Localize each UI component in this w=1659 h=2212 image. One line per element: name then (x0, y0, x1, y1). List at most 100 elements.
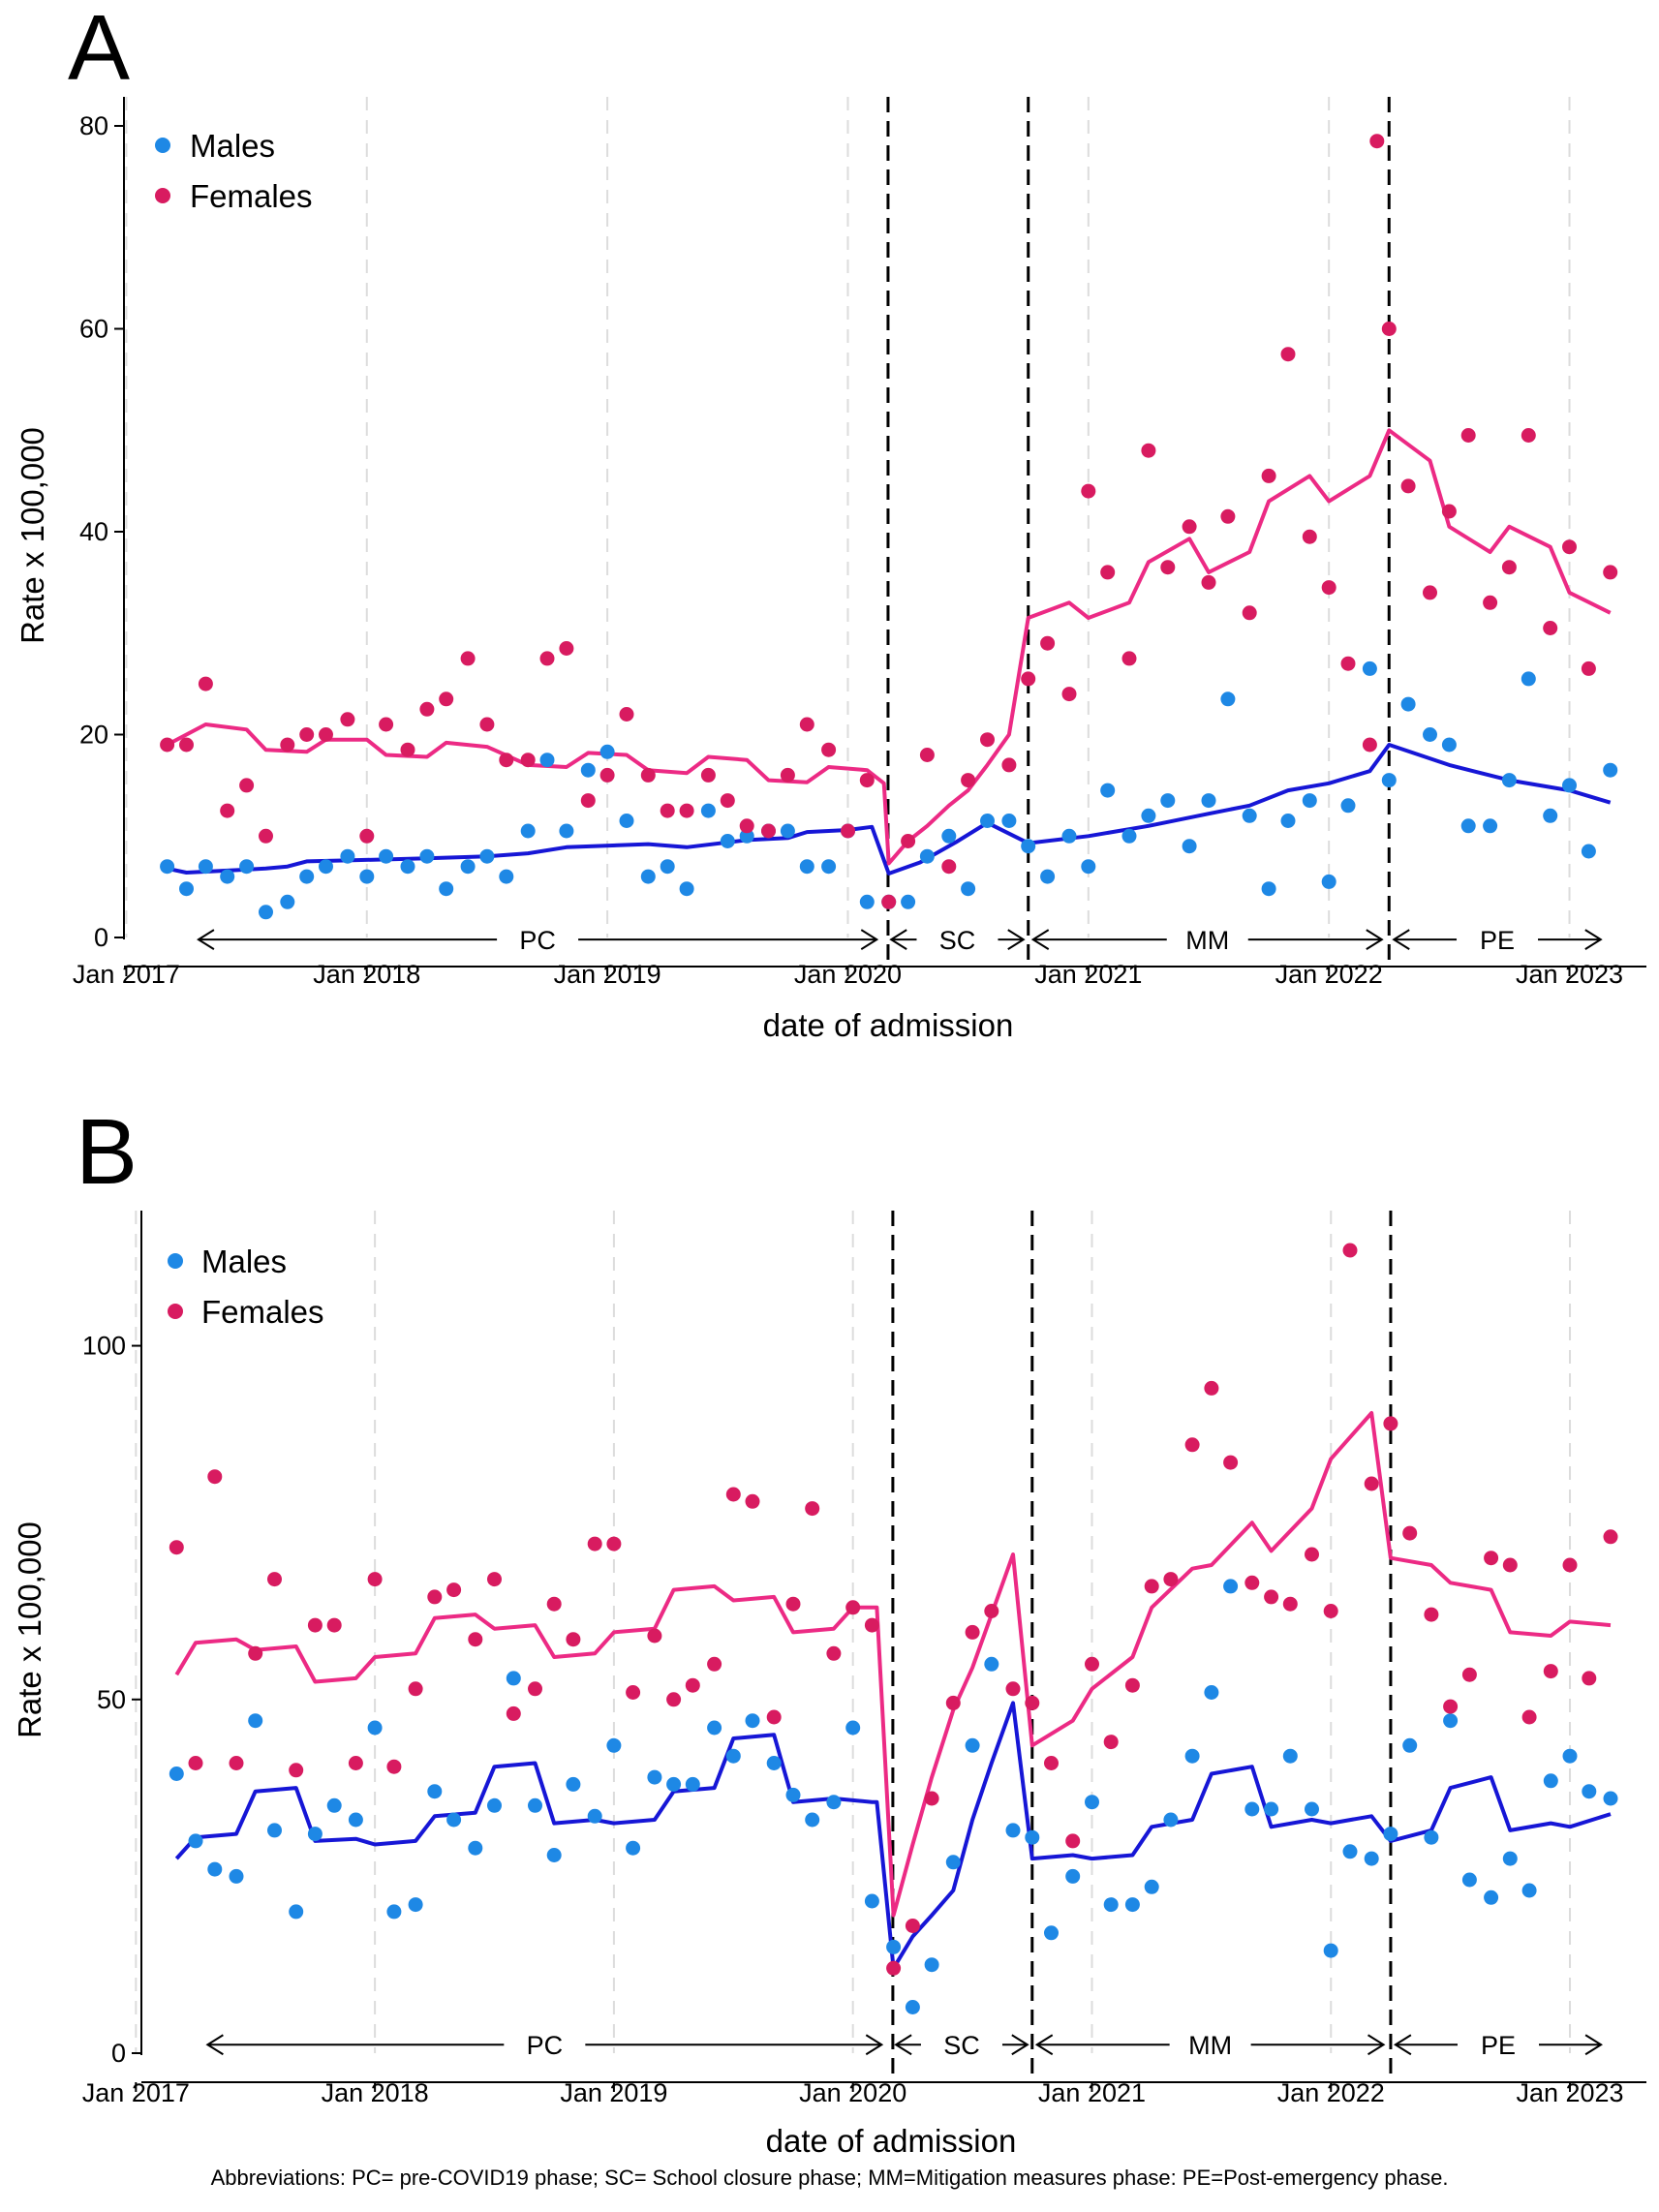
panel-a-males-point-21 (580, 762, 596, 778)
panel-a-x-tick-label-4: Jan 2021 (1034, 960, 1142, 989)
panel-b-females-point-58 (1323, 1604, 1338, 1618)
panel-a-males-point-28 (720, 834, 735, 848)
panel-b-females-point-65 (1461, 1667, 1477, 1682)
panel-a-males-point-42 (1001, 814, 1017, 828)
panel-b-x-tick-label-5: Jan 2022 (1277, 2078, 1385, 2107)
panel-b-males-point-31 (785, 1787, 801, 1802)
panel-a-females-point-55 (1261, 468, 1276, 483)
panel-b-females-point-61 (1383, 1416, 1398, 1431)
panel-a-x-tick-label-2: Jan 2019 (554, 960, 661, 989)
panel-b-males-point-25 (666, 1776, 682, 1792)
panel-a-males-point-64 (1441, 737, 1457, 753)
panel-b-males-point-67 (1502, 1851, 1518, 1866)
panel-a-males-point-59 (1340, 798, 1356, 814)
panel-b-females-point-54 (1244, 1575, 1260, 1590)
panel-b-females-point-12 (408, 1681, 423, 1697)
panel-a-females-point-67 (1483, 595, 1498, 610)
panel-b-males-point-64 (1443, 1713, 1459, 1729)
panel-b-females-point-31 (785, 1596, 801, 1612)
panel-a-males-point-26 (679, 881, 694, 897)
panel-a-females-point-5 (259, 828, 273, 844)
panel-a-females-point-53 (1220, 508, 1236, 524)
panel-a-males-point-58 (1321, 874, 1336, 889)
panel-b-females-point-11 (386, 1759, 402, 1774)
panel-a-y-tick-label-1: 20 (79, 721, 108, 750)
panel-a-males-point-39 (941, 828, 957, 844)
panel-a-females-point-23 (619, 707, 634, 722)
panel-a-females-point-35 (859, 773, 875, 788)
panel-b-females-point-5 (267, 1572, 282, 1587)
panel-b-males-point-50 (1163, 1812, 1179, 1828)
panel-b-females-point-50 (1163, 1572, 1179, 1587)
panel-a-males-point-3 (220, 869, 235, 884)
panel-a-females-point-50 (1160, 560, 1176, 575)
panel-b-females-point-13 (427, 1589, 443, 1605)
panel-a-phase-label-sc: SC (939, 926, 976, 955)
panel-a-females-point-25 (660, 803, 675, 818)
panel-a-males-point-40 (961, 881, 976, 897)
panel-a-females-point-65 (1441, 504, 1457, 519)
panel-b-females-point-25 (666, 1692, 682, 1707)
panel-b-legend-males-marker (168, 1253, 183, 1269)
panel-a-males-point-67 (1501, 773, 1517, 788)
panel-a-legend-males-label: Males (190, 128, 275, 164)
panel-a-females-point-63 (1400, 478, 1416, 494)
panel-b-x-tick-label-2: Jan 2019 (560, 2078, 667, 2107)
panel-a-males-point-15 (460, 859, 476, 875)
panel-a-females-point-70 (1543, 621, 1558, 635)
panel-b-females-point-1 (188, 1756, 203, 1770)
panel-a-males-point-37 (901, 894, 916, 909)
panel-b-males-point-68 (1521, 1883, 1537, 1898)
panel-a-females-point-69 (1521, 428, 1536, 443)
panel-a-females-point-51 (1182, 519, 1197, 535)
panel-b-males-point-2 (207, 1861, 223, 1877)
panel-b-females-point-22 (606, 1536, 622, 1551)
panel-b-males-point-27 (707, 1720, 722, 1736)
panel-b-males-point-11 (386, 1904, 402, 1920)
panel-b-males-point-62 (1402, 1737, 1418, 1753)
panel-a-males-point-69 (1543, 808, 1558, 823)
panel-b-y-tick-label-2: 100 (82, 1332, 126, 1361)
panel-a-phase-label-pc: PC (519, 926, 556, 955)
panel-b-males-point-37 (905, 2000, 920, 2014)
panel-a-x-tick-label-0: Jan 2017 (73, 960, 180, 989)
panel-a-males-point-47 (1100, 783, 1116, 798)
panel-b-males-point-13 (427, 1784, 443, 1799)
panel-a-males-point-18 (520, 823, 536, 839)
panel-a-females-point-62 (1381, 322, 1397, 336)
panel-b-males-point-57 (1305, 1801, 1319, 1817)
panel-b-females-point-38 (924, 1791, 939, 1806)
panel-a-males-point-51 (1182, 839, 1197, 854)
panel-a-females-point-52 (1201, 574, 1216, 590)
panel-b-phase-arrow-pe (1393, 2034, 1603, 2056)
panel-b-females-point-63 (1424, 1607, 1439, 1622)
panel-a-females-point-7 (299, 727, 315, 742)
panel-a-females-point-43 (1021, 671, 1036, 687)
panel-b-females-point-9 (348, 1756, 363, 1770)
panel-a-males-point-6 (280, 894, 295, 909)
panel-b-males-point-47 (1103, 1897, 1119, 1913)
panel-b-males-point-3 (229, 1868, 244, 1884)
panel-a-females-point-56 (1280, 347, 1296, 362)
panel-b-x-axis-title: date of admission (766, 2123, 1017, 2159)
panel-b-females-point-41 (984, 1604, 999, 1618)
panel-b-phase-label-pe: PE (1481, 2031, 1516, 2060)
panel-b-males-point-7 (307, 1827, 323, 1842)
panel-a-y-tick-label-0: 0 (94, 923, 108, 952)
panel-a-phase-label-pe: PE (1480, 926, 1515, 955)
panel-a-females-point-12 (400, 742, 415, 757)
panel-a-x-axis-title: date of admission (763, 1007, 1014, 1043)
panel-a-females-point-42 (1001, 757, 1017, 773)
panel-b-males-point-33 (826, 1795, 842, 1810)
panel-a-males-point-52 (1201, 793, 1216, 809)
panel-b-females-point-39 (945, 1695, 961, 1710)
panel-b-males-point-4 (248, 1713, 263, 1729)
panel-a-males-point-1 (179, 881, 194, 897)
panel-b-females-point-19 (546, 1596, 562, 1612)
panel-a-females-point-72 (1581, 661, 1596, 676)
panel-b-males-point-24 (647, 1769, 662, 1785)
panel-b-males-point-29 (745, 1713, 760, 1729)
panel-b-males-fit-line (174, 1701, 1612, 1971)
panel-b-females-point-34 (845, 1600, 861, 1615)
panel-a-legend-females-marker (155, 188, 170, 203)
